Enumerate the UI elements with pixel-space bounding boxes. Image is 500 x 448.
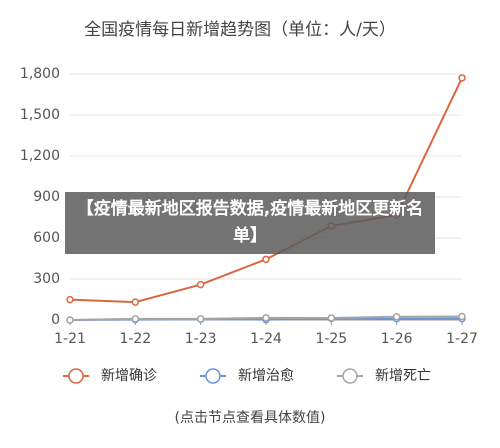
x-tick-label: 1-22 [119,331,151,347]
data-point [196,315,205,323]
legend-marker [68,368,84,384]
data-point [458,312,466,321]
y-tick-label: 0 [51,312,60,328]
data-point [196,280,205,289]
y-tick-label: 900 [33,189,60,205]
x-tick-label: 1-23 [185,331,217,347]
data-point [458,74,466,82]
y-tick-label: 1,800 [20,66,60,82]
series-line [69,77,463,304]
data-point [262,255,270,264]
legend-marker [342,368,358,384]
data-point [66,316,74,324]
legend-label: 新增死亡 [375,368,431,384]
data-point [327,314,336,322]
legend-marker [205,368,221,384]
y-tick-label: 300 [33,271,60,287]
x-tick-label: 1-21 [54,331,86,347]
y-tick-label: 1,500 [20,107,60,123]
data-point [262,314,270,322]
y-tick-label: 1,200 [20,148,60,164]
x-tick-label: 1-27 [446,331,478,347]
legend-label: 新增治愈 [238,368,294,384]
data-point [66,295,74,304]
y-tick-label: 600 [33,230,60,246]
footnote: (点击节点查看具体数值) [175,410,326,426]
chart-title: 全国疫情每日新增趋势图（单位：人/天） [84,20,396,40]
legend-label: 新增确诊 [101,368,157,384]
data-point [392,312,401,321]
x-tick-label: 1-26 [381,331,413,347]
overlay-banner: 【疫情最新地区报告数据,疫情最新地区更新名单】 [65,192,435,254]
data-point [131,298,140,306]
x-tick-label: 1-25 [315,331,347,347]
data-point [131,315,140,323]
x-tick-label: 1-24 [250,331,282,347]
